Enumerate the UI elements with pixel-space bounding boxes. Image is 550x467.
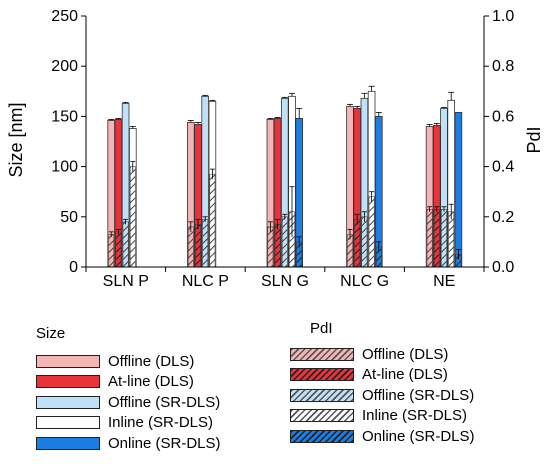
legend-label: At-line (DLS) — [362, 366, 448, 383]
legend-swatch — [36, 436, 100, 450]
pdi-bar-2-3 — [361, 216, 368, 268]
legend-swatch — [290, 368, 354, 381]
legend-swatch — [290, 347, 354, 361]
legend-item: At-line (DLS) — [36, 373, 194, 391]
y-axis-label: Size [nm] — [6, 102, 26, 177]
y2-tick-label: 0.4 — [492, 159, 514, 176]
pdi-bar-0-4 — [426, 209, 433, 268]
y2-tick-label: 0.6 — [492, 108, 514, 125]
y2-tick-label: 1.0 — [492, 8, 514, 25]
y-tick-label: 150 — [51, 108, 78, 125]
legend-swatch — [36, 395, 100, 409]
pdi-bar-2-0 — [122, 221, 129, 268]
legend-item: Offline (DLS) — [36, 352, 194, 370]
pdi-bar-1-4 — [433, 209, 440, 268]
legend-label: Offline (DLS) — [362, 345, 449, 363]
y2-tick-label: 0.2 — [492, 209, 514, 226]
legend-swatch — [290, 388, 354, 402]
y-tick-label: 50 — [60, 209, 78, 226]
legend-swatch — [36, 375, 100, 388]
x-tick-label: NLC G — [340, 273, 389, 290]
legend-item: At-line (DLS) — [290, 366, 448, 384]
pdi-bar-1-1 — [195, 224, 201, 268]
chart-svg: SLN P NLC P SLN G NLC G NE 0 50 100 150 200 250 0.0… — [6, 8, 544, 290]
pdi-bar-0-1 — [187, 226, 194, 268]
y-tick-label: 200 — [51, 58, 78, 75]
y-tick-label: 100 — [51, 159, 78, 176]
legend-label: Online (SR-DLS) — [362, 427, 475, 445]
axes-layer: SLN P NLC P SLN G NLC G NE 0 50 100 150 200 250 0.0… — [51, 8, 514, 290]
pdi-bar-3-1 — [209, 173, 216, 268]
legend-label: At-line (DLS) — [108, 373, 194, 390]
legend-item: Inline (SR-DLS) — [290, 407, 467, 425]
pdi-bar-1-0 — [115, 231, 122, 268]
x-tick-label: NE — [433, 273, 455, 290]
legend-item: Online (SR-DLS) — [36, 434, 221, 452]
legend-size-title: Size — [36, 325, 66, 342]
y-tick-label: 250 — [51, 8, 78, 25]
pdi-bar-0-2 — [267, 226, 274, 268]
legend-label: Offline (SR-DLS) — [108, 393, 221, 411]
legend-swatch — [290, 429, 354, 443]
pdi-bar-3-3 — [368, 196, 375, 268]
legend-pdi-title: PdI — [310, 320, 333, 337]
legend-item: Online (SR-DLS) — [290, 427, 475, 445]
y2-tick-label: 0.0 — [492, 259, 514, 276]
pdi-bar-0-0 — [108, 234, 115, 268]
y2-tick-label: 0.8 — [492, 58, 514, 75]
pdi-bar-1-3 — [354, 219, 361, 268]
legend-item: Offline (DLS) — [290, 345, 448, 363]
x-tick-label: SLN P — [103, 273, 149, 290]
legend-swatch — [36, 354, 100, 368]
legend-item: Offline (SR-DLS) — [36, 393, 220, 411]
pdi-bar-3-4 — [448, 211, 455, 268]
pdi-bar-3-0 — [129, 166, 136, 268]
legend-item: Inline (SR-DLS) — [36, 414, 213, 432]
legend-label: Offline (SR-DLS) — [362, 386, 475, 404]
legend-label: Online (SR-DLS) — [108, 434, 221, 452]
x-tick-label: SLN G — [261, 273, 309, 290]
pdi-bar-2-2 — [281, 216, 288, 268]
y2-axis-label: PdI — [524, 126, 544, 153]
legend-label: Inline (SR-DLS) — [108, 414, 214, 431]
x-tick-label: NLC P — [182, 273, 229, 290]
legend-label: Offline (DLS) — [108, 352, 195, 370]
legend-swatch — [290, 409, 354, 422]
pdi-bar-2-1 — [202, 219, 209, 268]
legend-label: Inline (SR-DLS) — [362, 407, 468, 424]
legend-item: Offline (SR-DLS) — [290, 386, 474, 404]
pdi-bar-2-4 — [441, 209, 447, 268]
legend-swatch — [36, 416, 100, 429]
size-bar-4-4 — [454, 111, 463, 268]
pdi-bar-1-2 — [274, 224, 281, 268]
y-tick-label: 0 — [69, 259, 78, 276]
bars-layer — [107, 85, 463, 268]
